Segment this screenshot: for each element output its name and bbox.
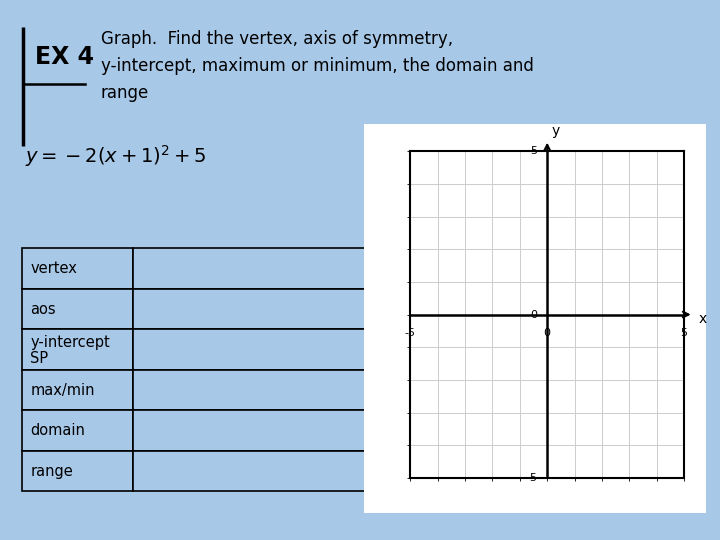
- Text: 5: 5: [531, 146, 538, 156]
- Text: y-intercept: y-intercept: [30, 335, 110, 350]
- Text: 0: 0: [531, 309, 538, 320]
- Text: -5: -5: [405, 328, 416, 338]
- Text: EX 4: EX 4: [35, 45, 94, 69]
- Text: $y = -2(x+1)^{2}+5$: $y = -2(x+1)^{2}+5$: [25, 143, 207, 169]
- Text: range: range: [101, 84, 149, 102]
- Text: 0: 0: [544, 328, 551, 338]
- Text: y: y: [552, 124, 559, 138]
- Text: range: range: [30, 464, 73, 478]
- Text: aos: aos: [30, 302, 56, 316]
- Text: Graph.  Find the vertex, axis of symmetry,: Graph. Find the vertex, axis of symmetry…: [101, 30, 453, 48]
- Text: -5: -5: [526, 473, 538, 483]
- Text: x: x: [699, 313, 707, 327]
- Text: max/min: max/min: [30, 383, 95, 397]
- Text: vertex: vertex: [30, 261, 77, 276]
- Text: y-intercept, maximum or minimum, the domain and: y-intercept, maximum or minimum, the dom…: [101, 57, 534, 75]
- Text: SP: SP: [30, 351, 48, 366]
- Text: domain: domain: [30, 423, 85, 438]
- Text: 5: 5: [680, 328, 688, 338]
